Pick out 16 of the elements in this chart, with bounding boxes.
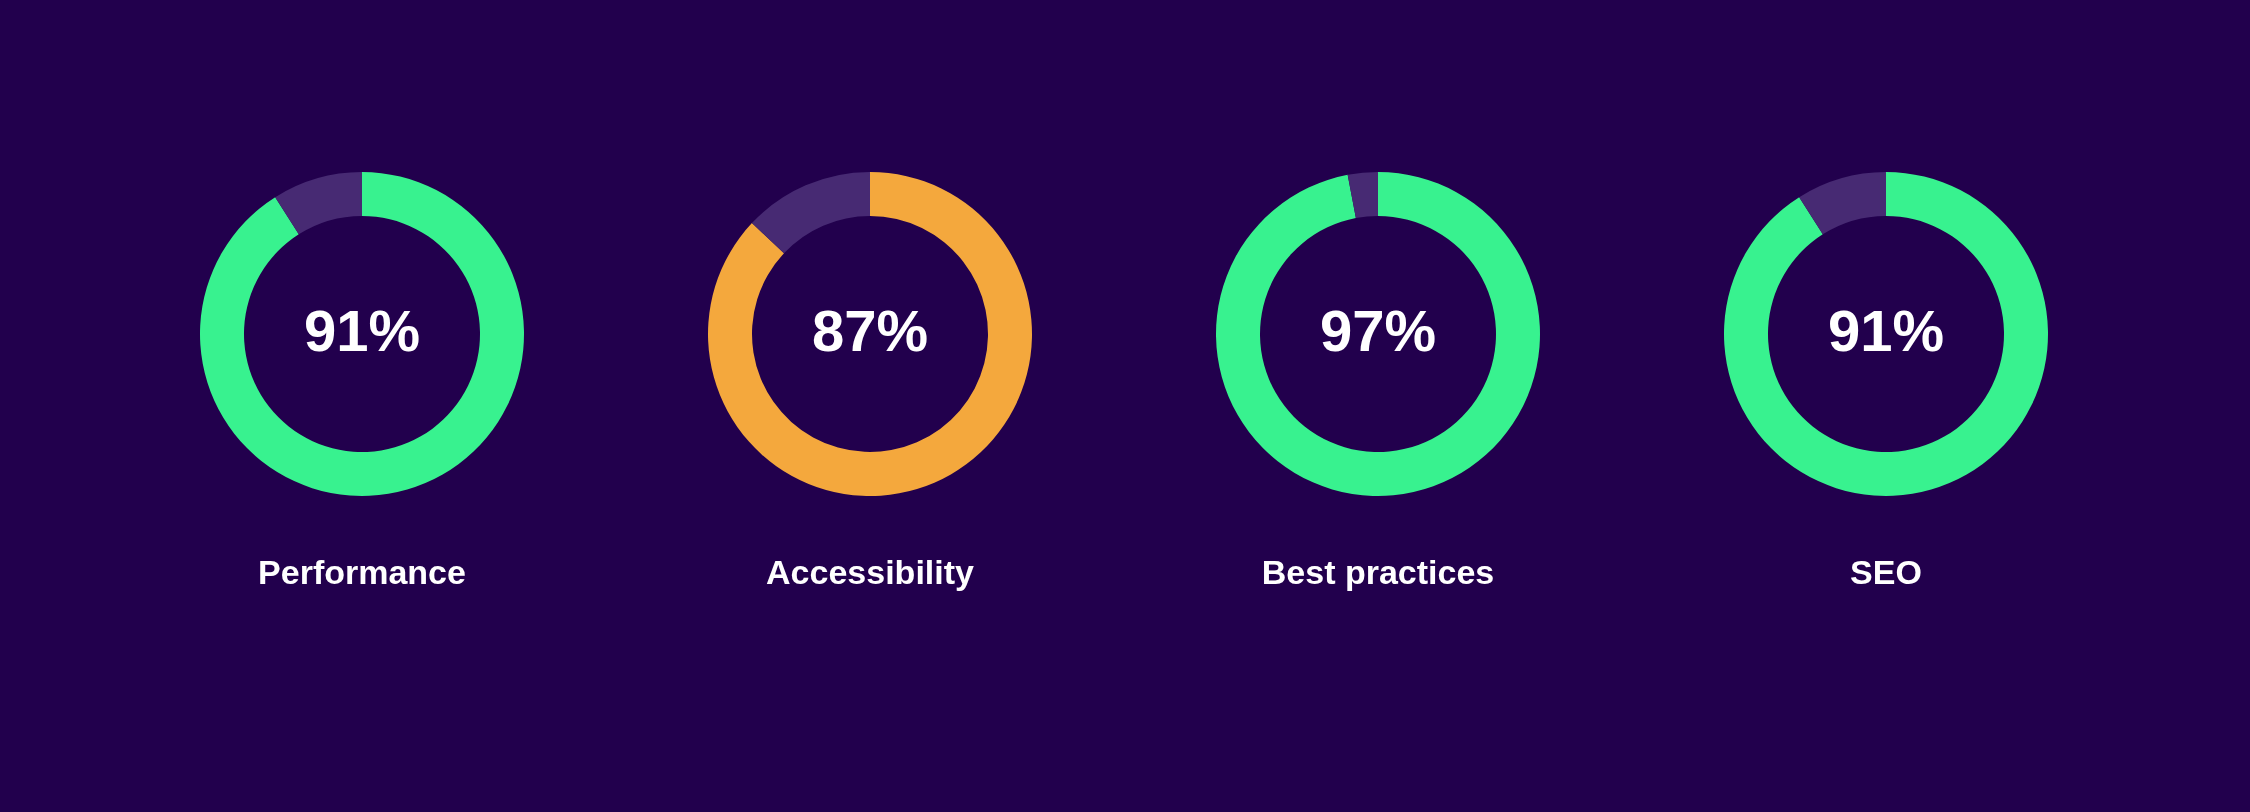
donut-slice (200, 172, 524, 496)
donut-slice (275, 172, 362, 235)
data-label: 91% (303, 298, 421, 363)
text: Accessibility (766, 553, 975, 591)
text: SEO (1850, 553, 1922, 591)
donut-slice (708, 172, 1032, 496)
donut-slice (1216, 172, 1540, 496)
data-label: 87% (811, 298, 929, 363)
text: Best practices (1261, 553, 1495, 591)
data-label: 97% (1319, 298, 1437, 363)
data-label: 91% (1827, 298, 1945, 363)
donut-slice (1347, 172, 1378, 219)
donut-slice (1724, 172, 2048, 496)
text: Performance (258, 553, 466, 591)
donut-slice (1799, 172, 1886, 235)
donut-slice (751, 172, 870, 254)
